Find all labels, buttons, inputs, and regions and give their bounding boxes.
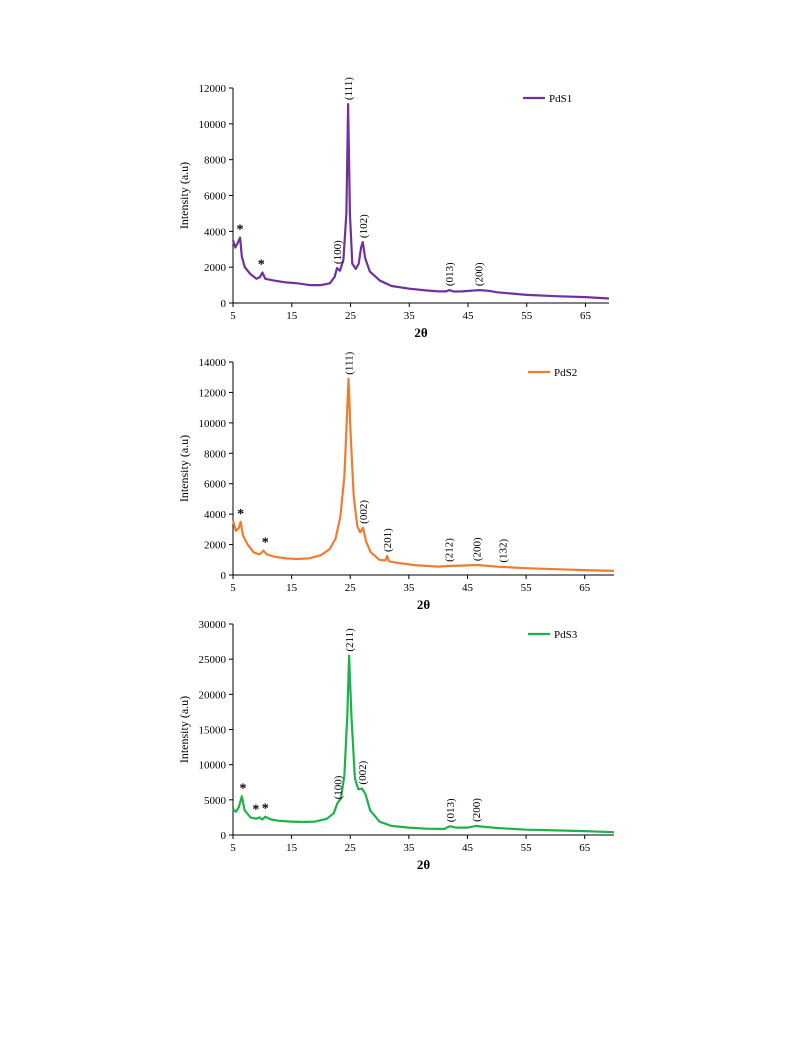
peak-asterisk: * [258, 258, 265, 273]
y-tick-label: 12000 [199, 83, 227, 95]
peak-label: (102) [358, 214, 370, 238]
x-tick-label: 35 [404, 310, 416, 322]
series-line-PdS3 [232, 654, 615, 834]
peak-asterisk: * [239, 781, 246, 796]
y-tick-label: 0 [221, 570, 227, 582]
x-tick-label: 15 [286, 842, 298, 854]
y-tick-label: 8000 [204, 448, 227, 460]
peak-label: (013) [445, 798, 457, 822]
y-tick-label: 4000 [204, 509, 227, 521]
x-tick-label: 55 [521, 310, 533, 322]
x-tick-label: 65 [580, 310, 592, 322]
y-axis-label: Intensity (a.u) [177, 162, 191, 229]
legend-label: PdS2 [554, 367, 577, 379]
peak-label: (200) [471, 798, 483, 822]
peak-label: (200) [474, 262, 486, 286]
x-tick-label: 65 [579, 582, 591, 594]
peak-asterisk: * [252, 802, 259, 817]
x-tick-label: 15 [286, 582, 298, 594]
y-tick-label: 6000 [204, 479, 227, 491]
peak-label: (100) [332, 240, 344, 264]
legend-label: PdS1 [549, 93, 572, 105]
y-axis-label: Intensity (a.u) [177, 696, 191, 763]
y-tick-label: 2000 [204, 540, 227, 552]
peak-label: (002) [357, 760, 369, 784]
peak-label: (002) [358, 500, 370, 524]
y-tick-label: 6000 [204, 191, 227, 203]
x-tick-label: 55 [521, 582, 533, 594]
y-tick-label: 0 [221, 830, 227, 842]
x-axis-label: 2θ [417, 597, 431, 612]
peak-asterisk: * [237, 223, 244, 238]
y-tick-label: 14000 [199, 357, 227, 369]
y-axis-label: Intensity (a.u) [177, 435, 191, 502]
x-tick-label: 45 [462, 582, 474, 594]
x-tick-label: 25 [345, 842, 357, 854]
y-tick-label: 25000 [199, 654, 227, 666]
x-tick-label: 15 [286, 310, 298, 322]
peak-label: (212) [444, 538, 456, 562]
peak-label: (200) [471, 537, 483, 561]
peak-asterisk: * [262, 536, 269, 551]
y-tick-label: 12000 [199, 387, 227, 399]
y-tick-label: 30000 [199, 619, 227, 631]
x-tick-label: 55 [521, 842, 533, 854]
x-tick-label: 5 [230, 310, 236, 322]
peak-label: (211) [344, 628, 356, 652]
peak-label: (201) [382, 528, 394, 552]
y-tick-label: 10000 [199, 760, 227, 772]
y-tick-label: 10000 [199, 418, 227, 430]
x-tick-label: 5 [230, 842, 236, 854]
y-tick-label: 0 [221, 298, 227, 310]
peak-asterisk: * [262, 802, 269, 817]
x-tick-label: 45 [463, 310, 475, 322]
y-tick-label: 10000 [199, 119, 227, 131]
peak-label: (111) [343, 351, 355, 374]
x-tick-label: 35 [403, 582, 415, 594]
x-tick-label: 5 [230, 582, 236, 594]
peak-label: (100) [332, 775, 344, 799]
peak-label: (111) [343, 77, 355, 100]
legend-label: PdS3 [554, 629, 578, 641]
y-tick-label: 20000 [199, 689, 227, 701]
x-tick-label: 25 [345, 582, 357, 594]
y-tick-label: 15000 [199, 725, 227, 737]
peak-asterisk: * [237, 507, 244, 522]
x-axis-label: 2θ [417, 857, 431, 872]
y-tick-label: 4000 [204, 226, 227, 238]
series-line-PdS2 [231, 377, 615, 572]
chart-panel-2: 5 15 25 35 45 55 65 0 2000 4000 6000 8000 10000 12000… [177, 351, 615, 612]
series-line-PdS1 [231, 103, 610, 300]
x-tick-label: 35 [403, 842, 415, 854]
x-axis-label: 2θ [414, 325, 428, 340]
chart-panel-3: 5 15 25 35 45 55 65 0 5000 10000 15000 20000 25000 30… [177, 619, 615, 872]
y-tick-label: 2000 [204, 262, 227, 274]
peak-label: (132) [498, 538, 510, 562]
y-tick-label: 8000 [204, 155, 227, 167]
x-tick-label: 45 [462, 842, 474, 854]
peak-label: (013) [444, 262, 456, 286]
y-tick-label: 5000 [204, 795, 227, 807]
chart-panel-1: 5 15 25 35 45 55 65 0 2000 4000 6000 8000 10000 12000… [177, 77, 610, 340]
x-tick-label: 65 [579, 842, 591, 854]
x-tick-label: 25 [345, 310, 357, 322]
